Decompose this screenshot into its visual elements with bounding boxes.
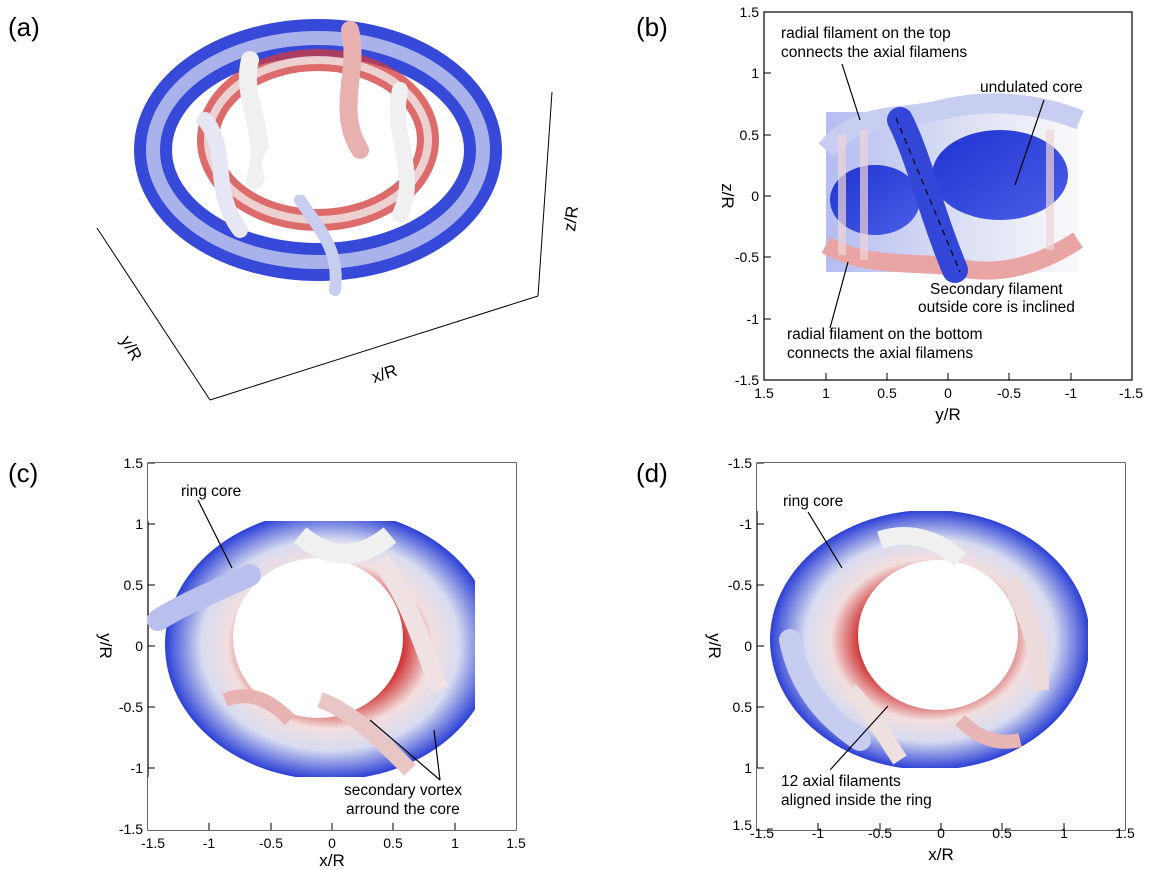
panel-label-c: (c) xyxy=(8,458,39,488)
b-anno-bot-2: connects the axial filamens xyxy=(787,345,973,362)
d-xlabel: x/R xyxy=(928,845,954,864)
d-xtick-1: -1 xyxy=(812,825,825,841)
panel-b: 1.5 1 0.5 0 -0.5 -1 -1.5 1.5 1 0.5 0 -0.… xyxy=(718,4,1143,424)
c-xtick-3: 0 xyxy=(328,835,336,851)
c-ytick-4: -0.5 xyxy=(119,699,143,715)
c-ytick-5: -1 xyxy=(131,760,144,776)
c-xtick-6: 1.5 xyxy=(506,835,526,851)
c-ytick-2: 0.5 xyxy=(124,577,144,593)
d-ytick-4: 0.5 xyxy=(733,699,753,715)
d-xtick-2: -0.5 xyxy=(868,825,892,841)
d-leader-ring xyxy=(807,511,843,569)
vortex-ring-top-render xyxy=(147,463,516,830)
b-ytick-4: -0.5 xyxy=(735,249,759,265)
vortex-ring-bottom-render xyxy=(757,463,1125,830)
panel-a: y/R x/R z/R xyxy=(96,19,582,401)
b-xtick-0: 1.5 xyxy=(754,385,774,401)
panel-b-ticks xyxy=(764,11,1072,381)
d-anno-filaments-1: 12 axial filaments xyxy=(781,773,901,790)
b-xtick-3: 0 xyxy=(944,385,952,401)
c-anno-sec-1: secondary vortex xyxy=(344,782,462,799)
d-leader-filaments xyxy=(829,705,889,771)
panel-d: -1.5 -1 -0.5 0 0.5 1 1.5 -1.5 -1 -0.5 0 … xyxy=(705,455,1135,864)
b-anno-sec-1: Secondary filament xyxy=(930,281,1063,298)
c-leader-sec-b xyxy=(433,729,441,781)
c-xtick-0: -1.5 xyxy=(141,835,165,851)
axis3d-z-label: z/R xyxy=(560,205,582,233)
d-anno-filaments-2: aligned inside the ring xyxy=(781,792,932,809)
panel-c: 1.5 1 0.5 0 -0.5 -1 -1.5 -1.5 -1 -0.5 0 … xyxy=(96,455,526,870)
c-ylabel: y/R xyxy=(96,633,115,659)
d-ytick-5: 1 xyxy=(744,760,752,776)
vortex-ring-3d-render xyxy=(134,19,502,296)
d-anno-ring: ring core xyxy=(783,493,843,510)
c-xlabel: x/R xyxy=(319,851,345,870)
d-xtick-0: -1.5 xyxy=(750,825,774,841)
panel-c-ticks xyxy=(148,462,456,830)
d-ytick-0: -1.5 xyxy=(728,455,752,471)
b-leader-secondary xyxy=(895,117,961,273)
d-ytick-2: -0.5 xyxy=(728,577,752,593)
axis3d-x-label: x/R xyxy=(369,361,399,387)
b-anno-sec-2: outside core is inclined xyxy=(918,299,1075,316)
b-anno-top-2: connects the axial filamens xyxy=(781,44,967,61)
d-ytick-3: 0 xyxy=(744,638,752,654)
b-xtick-2: 0.5 xyxy=(877,385,897,401)
c-xtick-1: -1 xyxy=(203,835,216,851)
panel-label-a: (a) xyxy=(8,12,40,42)
c-leader-ring xyxy=(197,499,233,569)
b-xlabel: y/R xyxy=(935,405,961,424)
b-xtick-1: 1 xyxy=(822,385,830,401)
c-ytick-3: 0 xyxy=(135,638,143,654)
b-ylabel: z/R xyxy=(718,183,737,209)
c-leader-sec-a xyxy=(369,719,441,781)
c-anno-sec-2: arround the core xyxy=(346,801,460,818)
c-ytick-6: -1.5 xyxy=(119,821,143,837)
b-anno-top-1: radial filament on the top xyxy=(781,25,951,42)
b-ytick-1: 1 xyxy=(751,65,759,81)
d-ylabel: y/R xyxy=(705,633,724,659)
d-xtick-5: 1 xyxy=(1060,825,1068,841)
c-anno-ring: ring core xyxy=(181,483,241,500)
c-xtick-4: 0.5 xyxy=(383,835,403,851)
b-ytick-2: 0.5 xyxy=(740,127,760,143)
d-xtick-4: 0.5 xyxy=(992,825,1012,841)
d-ytick-6: 1.5 xyxy=(733,817,753,833)
axis3d-z-line xyxy=(537,91,553,297)
axis3d-y-line xyxy=(96,227,211,401)
panel-d-ticks xyxy=(757,462,1065,830)
d-xtick-6: 1.5 xyxy=(1115,825,1135,841)
b-ytick-6: -1.5 xyxy=(735,372,759,388)
b-leader-top xyxy=(841,63,861,121)
panel-label-b: (b) xyxy=(636,12,668,42)
axis3d-y-label: y/R xyxy=(117,333,146,365)
b-xtick-6: -1.5 xyxy=(1119,385,1143,401)
b-xtick-4: -0.5 xyxy=(997,385,1021,401)
b-leader-bottom xyxy=(829,261,849,329)
b-ytick-0: 1.5 xyxy=(740,4,760,20)
c-xtick-5: 1 xyxy=(451,835,459,851)
c-ytick-0: 1.5 xyxy=(124,455,144,471)
c-xtick-2: -0.5 xyxy=(259,835,283,851)
b-anno-core: undulated core xyxy=(980,79,1083,96)
axis3d-x-line xyxy=(209,295,539,401)
c-ytick-1: 1 xyxy=(135,516,143,532)
d-xtick-3: 0 xyxy=(937,825,945,841)
b-xtick-5: -1 xyxy=(1065,385,1078,401)
b-ytick-3: 0 xyxy=(751,188,759,204)
b-anno-bot-1: radial filament on the bottom xyxy=(787,326,983,343)
b-ytick-5: -1 xyxy=(747,311,760,327)
vortex-side-render xyxy=(818,93,1084,283)
b-leader-core xyxy=(1014,99,1045,186)
d-ytick-1: -1 xyxy=(740,516,753,532)
panel-label-d: (d) xyxy=(636,458,668,488)
